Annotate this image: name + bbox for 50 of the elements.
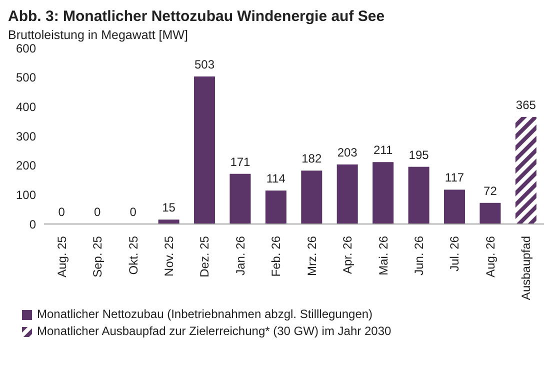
chart-subtitle: Bruttoleistung in Megawatt [MW] xyxy=(8,28,189,42)
data-label: 15 xyxy=(162,200,176,215)
x-tick-label: Dez. 25 xyxy=(198,236,212,278)
x-tick-label: Mrz. 26 xyxy=(304,236,319,276)
data-label: 0 xyxy=(130,205,137,219)
x-tick-label: Aug. 26 xyxy=(483,236,498,278)
data-label: 171 xyxy=(230,154,251,169)
y-tick-label: 600 xyxy=(16,41,36,56)
x-tick-label: Apr. 26 xyxy=(340,236,355,274)
legend-label: Monatlicher Nettozubau (Inbetriebnahmen abzgl. Stilllegungen) xyxy=(37,306,373,323)
data-label: 195 xyxy=(408,148,430,162)
x-tick-label: Ausbaupfad xyxy=(519,236,534,300)
bar xyxy=(408,166,430,224)
bar xyxy=(301,170,322,224)
x-tick-label: Sep. 25 xyxy=(90,236,105,278)
bar xyxy=(372,162,394,224)
data-label: 117 xyxy=(444,170,464,185)
x-tick-label: Okt. 25 xyxy=(126,236,140,275)
y-tick-label: 500 xyxy=(16,70,36,85)
legend-label: Monatlicher Ausbaupfad zur Zielerreichung* (30 GW) im Jahr 2030 xyxy=(37,323,392,340)
x-tick-label: Aug. 25 xyxy=(54,236,69,278)
data-label: 182 xyxy=(302,152,322,166)
data-label: 365 xyxy=(516,98,536,112)
bar xyxy=(230,174,251,224)
data-label: 0 xyxy=(58,205,66,219)
x-tick-label: Mai. 26 xyxy=(376,236,390,276)
x-tick-label: Jul. 26 xyxy=(448,236,462,272)
y-tick-label: 400 xyxy=(16,100,36,114)
bar xyxy=(158,220,180,224)
x-tick-label: Feb. 26 xyxy=(269,236,284,277)
data-label: 503 xyxy=(194,57,215,72)
bar xyxy=(194,76,215,224)
x-tick-label: Nov. 25 xyxy=(162,236,176,276)
data-label: 114 xyxy=(266,172,286,186)
x-tick-label: Jun. 26 xyxy=(412,236,426,276)
x-tick-label: Jan. 26 xyxy=(233,236,248,276)
y-tick-label: 100 xyxy=(16,188,36,202)
data-label: 203 xyxy=(337,145,358,160)
bar xyxy=(480,202,501,224)
bar xyxy=(444,190,465,224)
chart-title: Abb. 3: Monatlicher Nettozubau Windenergie auf See xyxy=(8,8,386,25)
y-tick-label: 0 xyxy=(29,217,36,232)
bar xyxy=(515,116,536,224)
data-label: 0 xyxy=(94,205,102,219)
bar xyxy=(336,164,358,224)
bar xyxy=(265,190,286,224)
data-label: 211 xyxy=(374,143,393,158)
y-tick-label: 200 xyxy=(16,158,36,173)
data-label: 72 xyxy=(484,184,498,198)
y-tick-label: 300 xyxy=(16,129,36,144)
